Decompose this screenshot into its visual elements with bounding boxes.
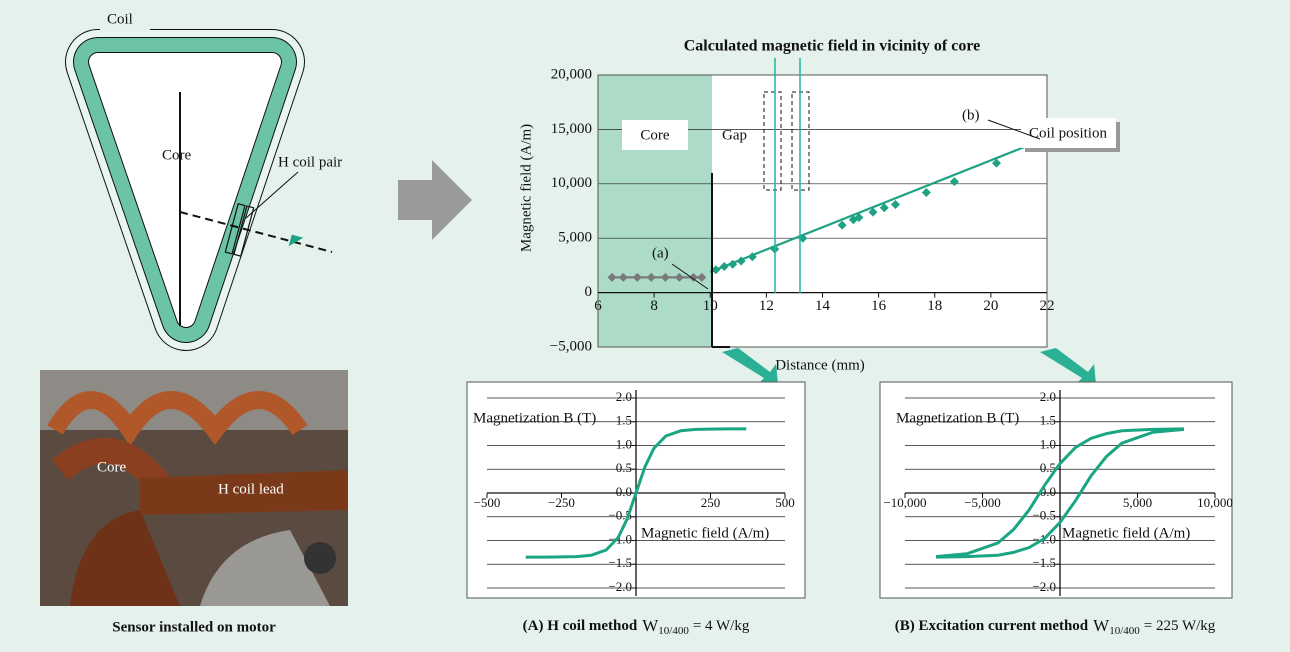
x-tick-label: −250: [548, 495, 575, 510]
x-tick-label: 16: [871, 298, 887, 314]
x-tick-label: 8: [650, 298, 658, 314]
x-tick-label: 500: [775, 495, 795, 510]
region-label: Core: [640, 127, 670, 143]
y-tick-label: −5,000: [550, 338, 592, 354]
photo-caption: Sensor installed on motor: [112, 619, 276, 635]
x-axis-label: Magnetic field (A/m): [1062, 525, 1190, 541]
x-tick-label: −500: [474, 495, 501, 510]
caption-method: (A) H coil method: [523, 618, 638, 634]
y-axis-label: Magnetization B (T): [896, 410, 1019, 426]
caption: (B) Excitation current methodW10/400 = 22…: [895, 616, 1216, 637]
x-tick-label: 10: [703, 298, 718, 314]
y-tick-label: −1.5: [608, 555, 632, 570]
y-tick-label: 20,000: [551, 66, 592, 82]
x-tick-label: 250: [701, 495, 721, 510]
y-tick-label: −2.0: [608, 579, 632, 594]
x-tick-label: 14: [815, 298, 831, 314]
caption-symbol: W: [1093, 616, 1110, 635]
y-tick-label: 2.0: [616, 389, 632, 404]
x-tick-label: 18: [927, 298, 942, 314]
caption-value: = 225 W/kg: [1144, 618, 1216, 634]
x-tick-label: 10,000: [1197, 495, 1233, 510]
figure: Coil Core H coil pair Core H coil lead S…: [0, 0, 1290, 652]
y-tick-label: 0.0: [616, 484, 632, 499]
coil-label: Coil: [107, 11, 133, 27]
x-tick-label: −10,000: [883, 495, 926, 510]
x-tick-label: 12: [759, 298, 774, 314]
y-tick-label: −0.5: [1032, 508, 1056, 523]
y-tick-label: −2.0: [1032, 579, 1056, 594]
y-tick-label: 0.5: [616, 460, 632, 475]
y-tick-label: 1.5: [1040, 413, 1056, 428]
caption-symbol: W: [642, 616, 659, 635]
photo: Core H coil lead Sensor installed on mot…: [40, 370, 348, 635]
caption-subscript: 10/400: [658, 625, 689, 637]
y-axis-label: Magnetic field (A/m): [518, 124, 534, 252]
x-tick-label: −5,000: [964, 495, 1001, 510]
photo-hole: [304, 542, 336, 574]
caption-value: = 4 W/kg: [693, 618, 750, 634]
x-tick-label: 20: [983, 298, 998, 314]
y-tick-label: 5,000: [558, 230, 592, 246]
photo-core-label: Core: [97, 459, 127, 475]
y-tick-label: 1.0: [616, 436, 632, 451]
y-axis-label: Magnetization B (T): [473, 410, 596, 426]
annotation: (a): [652, 245, 669, 261]
y-tick-label: 1.5: [616, 413, 632, 428]
chart-title: Calculated magnetic field in vicinity of…: [684, 38, 981, 55]
x-tick-label: 5,000: [1123, 495, 1152, 510]
photo-lead-label: H coil lead: [218, 481, 284, 497]
x-axis-label: Magnetic field (A/m): [641, 525, 769, 541]
y-tick-label: 2.0: [1040, 389, 1056, 404]
y-tick-label: −1.5: [1032, 555, 1056, 570]
region-label: Coil position: [1029, 125, 1107, 141]
h-coil-pair-label: H coil pair: [278, 154, 342, 170]
annotation: (b): [962, 107, 980, 123]
y-tick-label: 10,000: [551, 175, 592, 191]
core-label: Core: [162, 147, 192, 163]
y-tick-label: 15,000: [551, 121, 592, 137]
x-axis-label: Distance (mm): [775, 357, 865, 373]
y-tick-label: 0: [585, 284, 593, 300]
caption-subscript: 10/400: [1109, 625, 1140, 637]
caption-method: (B) Excitation current method: [895, 618, 1089, 634]
y-tick-label: 1.0: [1040, 436, 1056, 451]
region-label: Gap: [722, 127, 747, 143]
